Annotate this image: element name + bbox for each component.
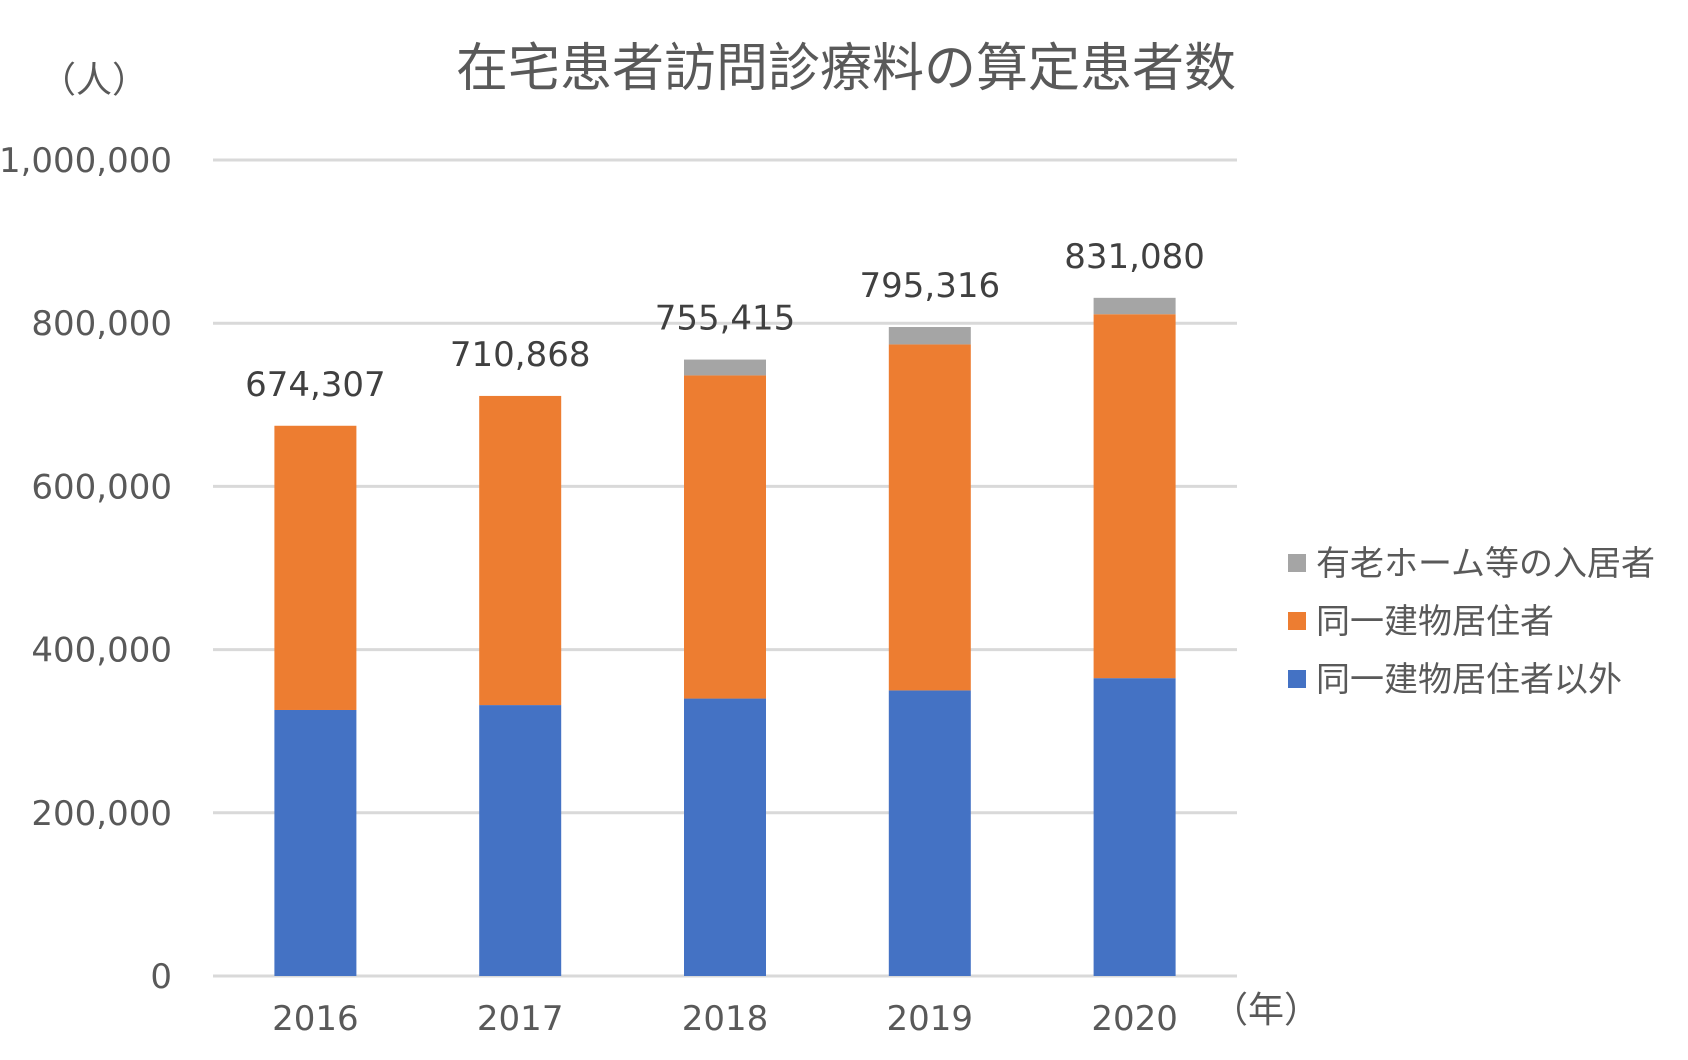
total-data-label: 674,307 xyxy=(245,365,386,405)
x-tick-label: 2016 xyxy=(272,999,359,1039)
y-tick-label: 1,000,000 xyxy=(0,141,172,181)
total-data-label: 795,316 xyxy=(859,266,1000,306)
x-tick-label: 2019 xyxy=(887,999,974,1039)
legend-label: 同一建物居住者 xyxy=(1316,602,1554,642)
y-tick-label: 200,000 xyxy=(31,794,172,834)
bar-segment-同一建物居住者 xyxy=(684,375,766,699)
x-tick-label: 2020 xyxy=(1091,999,1178,1039)
bar-segment-同一建物居住者 xyxy=(1093,314,1176,679)
chart-title: 在宅患者訪問診療料の算定患者数 xyxy=(456,39,1236,99)
bar-segment-同一建物居住者 xyxy=(274,425,357,710)
legend-label: 有老ホーム等の入居者 xyxy=(1316,544,1655,584)
bar-segment-同一建物居住者以外 xyxy=(888,690,971,976)
legend-label: 同一建物居住者以外 xyxy=(1316,660,1622,700)
bar-segment-同一建物居住者以外 xyxy=(684,698,766,976)
total-labels: 674,307 710,868 755,415 795,316 831,080 xyxy=(245,237,1205,405)
x-axis-unit-label: （年） xyxy=(1212,990,1320,1031)
bar-segment-同一建物居住者 xyxy=(479,395,562,706)
legend-swatch xyxy=(1288,670,1306,688)
bar-segment-同一建物居住者以外 xyxy=(1093,678,1176,976)
x-tick-label: 2018 xyxy=(682,999,769,1039)
bar-segment-同一建物居住者以外 xyxy=(274,709,357,976)
legend-swatch xyxy=(1288,612,1306,630)
x-axis-ticks: 2016 2017 2018 2019 2020 xyxy=(272,999,1178,1039)
bar-segment-同一建物居住者以外 xyxy=(479,705,562,976)
y-axis-unit-label: （人） xyxy=(40,60,148,101)
x-tick-label: 2017 xyxy=(477,999,564,1039)
y-axis-ticks: 0 200,000 400,000 600,000 800,000 1,000,000 xyxy=(0,141,172,997)
bar-segment-同一建物居住者 xyxy=(888,344,971,691)
bar-segment-有老ホーム等の入居者 xyxy=(684,359,766,376)
total-data-label: 755,415 xyxy=(655,299,796,339)
y-tick-label: 600,000 xyxy=(31,467,172,507)
bar-segment-有老ホーム等の入居者 xyxy=(1093,297,1176,315)
y-tick-label: 400,000 xyxy=(31,631,172,671)
bars xyxy=(274,297,1176,976)
y-tick-label: 800,000 xyxy=(31,304,172,344)
y-tick-label: 0 xyxy=(150,957,172,997)
total-data-label: 710,868 xyxy=(450,335,591,375)
bar-segment-有老ホーム等の入居者 xyxy=(888,327,971,345)
total-data-label: 831,080 xyxy=(1064,237,1205,277)
legend-swatch xyxy=(1288,554,1306,572)
